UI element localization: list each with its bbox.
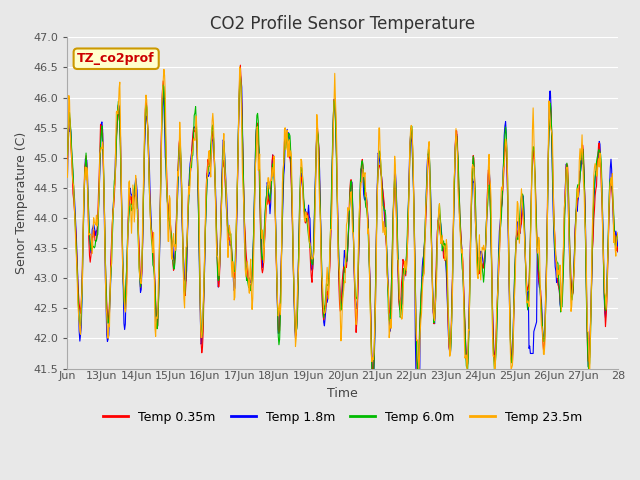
Temp 0.35m	[413, 372, 421, 378]
Temp 6.0m	[63, 152, 71, 158]
Legend: Temp 0.35m, Temp 1.8m, Temp 6.0m, Temp 23.5m: Temp 0.35m, Temp 1.8m, Temp 6.0m, Temp 2…	[99, 406, 587, 429]
Temp 23.5m	[384, 281, 392, 287]
Temp 0.35m	[97, 122, 105, 128]
Temp 1.8m	[539, 334, 547, 340]
Temp 6.0m	[369, 387, 377, 393]
Line: Temp 1.8m: Temp 1.8m	[67, 74, 618, 425]
Temp 1.8m	[483, 231, 490, 237]
Title: CO2 Profile Sensor Temperature: CO2 Profile Sensor Temperature	[210, 15, 476, 33]
Y-axis label: Senor Temperature (C): Senor Temperature (C)	[15, 132, 28, 274]
Text: TZ_co2prof: TZ_co2prof	[77, 52, 155, 65]
Line: Temp 0.35m: Temp 0.35m	[67, 65, 618, 375]
Temp 0.35m	[63, 156, 71, 162]
Temp 6.0m	[614, 234, 621, 240]
Temp 6.0m	[399, 274, 407, 280]
Temp 23.5m	[63, 174, 71, 180]
Temp 6.0m	[237, 72, 244, 78]
Temp 1.8m	[614, 249, 621, 255]
Temp 23.5m	[236, 64, 243, 70]
Temp 1.8m	[415, 399, 423, 405]
Temp 0.35m	[415, 329, 423, 335]
X-axis label: Time: Time	[327, 387, 358, 400]
Line: Temp 6.0m: Temp 6.0m	[67, 75, 618, 390]
Temp 6.0m	[483, 219, 490, 225]
Line: Temp 23.5m: Temp 23.5m	[67, 67, 618, 377]
Temp 0.35m	[399, 272, 406, 277]
Temp 1.8m	[63, 173, 71, 179]
Temp 23.5m	[614, 230, 621, 236]
Temp 23.5m	[399, 316, 406, 322]
Temp 6.0m	[385, 311, 392, 317]
Temp 1.8m	[97, 121, 105, 127]
Temp 6.0m	[97, 131, 105, 136]
Temp 0.35m	[614, 249, 621, 254]
Temp 6.0m	[415, 336, 423, 341]
Temp 0.35m	[384, 279, 392, 285]
Temp 6.0m	[539, 330, 547, 336]
Temp 1.8m	[384, 271, 392, 277]
Temp 0.35m	[237, 62, 244, 68]
Temp 23.5m	[586, 374, 593, 380]
Temp 1.8m	[414, 422, 422, 428]
Temp 23.5m	[415, 370, 422, 375]
Temp 23.5m	[97, 144, 105, 150]
Temp 1.8m	[399, 300, 406, 306]
Temp 23.5m	[482, 245, 490, 251]
Temp 0.35m	[483, 223, 490, 228]
Temp 23.5m	[538, 324, 546, 330]
Temp 1.8m	[237, 72, 244, 77]
Temp 0.35m	[539, 338, 547, 344]
